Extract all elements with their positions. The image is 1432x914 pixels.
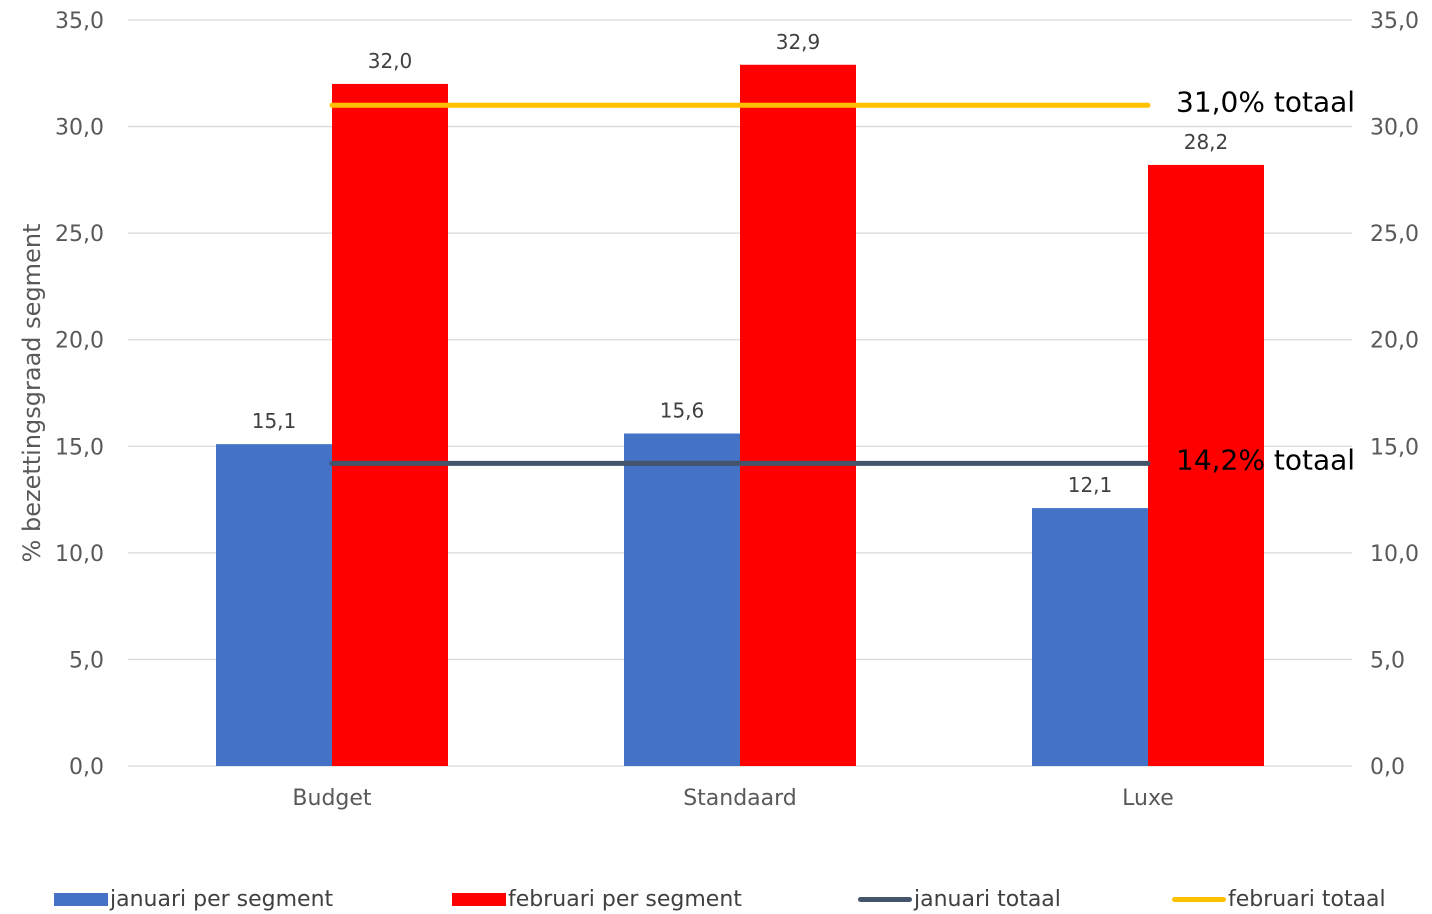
y-tick-label: 25,0 [55,222,104,247]
bar-februari-per-segment-budget [332,83,448,766]
y-axis-label: % bezettingsgraad segment [18,224,46,563]
y-tick-label: 0,0 [69,755,104,780]
y-tick-label: 20,0 [55,329,104,354]
legend-item-februari-per-segment: februari per segment [452,884,742,914]
y2-tick-label: 35,0 [1370,9,1419,34]
legend-item-januari-per-segment: januari per segment [54,884,333,914]
bar-chart: 0,0 0,0 5,0 5,0 10,0 10,0 15,0 15,0 20,0 20,0 25,0… [18,9,1419,811]
y2-tick-label: 20,0 [1370,329,1419,354]
legend-label: januari per segment [110,886,334,912]
bar-januari-per-segment-budget [216,444,332,766]
legend-swatch-februari-per-segment [452,892,506,906]
legend-swatch-februari-totaal [1172,896,1226,902]
data-label: 15,6 [660,398,705,422]
legend-swatch-januari-totaal [858,896,912,902]
legend-swatch-januari-per-segment [54,892,108,906]
y2-tick-label: 0,0 [1370,755,1405,780]
y2-tick-label: 30,0 [1370,116,1419,141]
total-annotation: 31,0% totaal [1176,85,1355,118]
y2-tick-label: 25,0 [1370,222,1419,247]
y2-tick-label: 15,0 [1370,435,1419,460]
legend-label: februari per segment [508,886,742,912]
y-tick-label: 30,0 [55,116,104,141]
y-tick-label: 10,0 [55,542,104,567]
legend-item-februari-totaal: februari totaal [1172,884,1386,914]
bar-februari-per-segment-luxe [1148,164,1264,767]
legend-label: januari totaal [914,886,1061,912]
bar-februari-per-segment-standaard [740,64,856,766]
data-label: 12,1 [1068,473,1113,497]
data-label: 32,9 [776,30,821,54]
y-tick-label: 5,0 [69,648,104,673]
legend: januari per segment februari per segment… [0,884,1432,914]
bars [216,64,1264,767]
total-lines [329,102,1151,466]
x-tick-label: Standaard [683,786,797,811]
data-label: 15,1 [252,409,297,433]
y2-tick-label: 10,0 [1370,542,1419,567]
data-label: 28,2 [1184,130,1229,154]
y2-tick-label: 5,0 [1370,648,1405,673]
legend-label: februari totaal [1228,886,1386,912]
bar-januari-per-segment-luxe [1032,508,1148,766]
y-tick-label: 35,0 [55,9,104,34]
y-tick-label: 15,0 [55,435,104,460]
x-tick-label: Luxe [1122,786,1174,811]
x-tick-label: Budget [292,786,372,811]
labels: 0,0 0,0 5,0 5,0 10,0 10,0 15,0 15,0 20,0 20,0 25,0… [55,9,1419,811]
data-label: 32,0 [368,49,413,73]
bar-januari-per-segment-standaard [624,433,740,766]
total-annotation: 14,2% totaal [1176,443,1355,476]
legend-item-januari-totaal: januari totaal [858,884,1061,914]
